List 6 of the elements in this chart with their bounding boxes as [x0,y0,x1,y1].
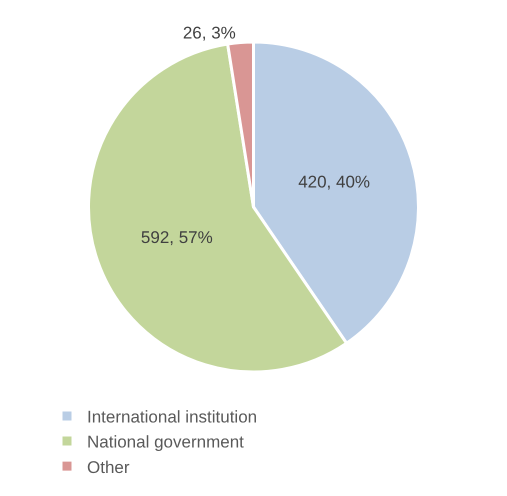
data-label: 420, 40% [298,172,370,192]
legend-label: International institution [87,408,258,427]
data-label: 592, 57% [140,228,213,247]
legend-label: Other [87,458,130,477]
legend-label: National government [87,432,244,452]
data-label: 26, 3% [182,24,236,43]
